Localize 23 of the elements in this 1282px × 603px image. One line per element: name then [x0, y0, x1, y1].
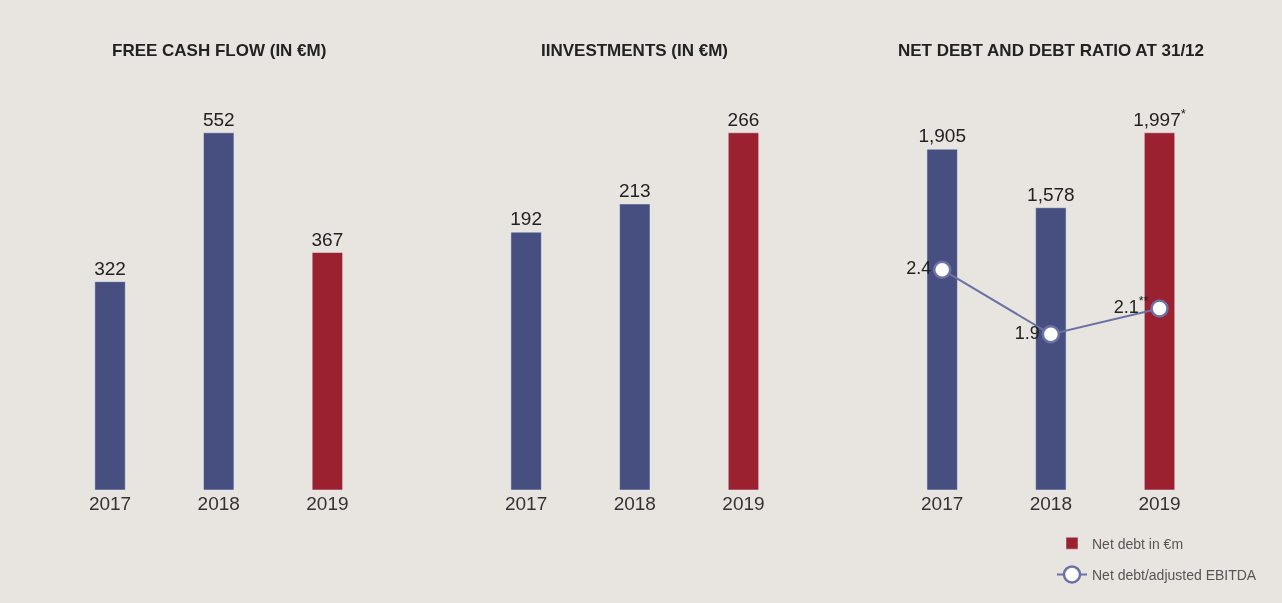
- data-label: 213: [618, 179, 651, 201]
- x-tick-label: 2017: [921, 493, 964, 514]
- data-label: 1,997$^{*}$: [1133, 105, 1186, 130]
- data-label: 552: [202, 108, 235, 130]
- legend-label: Net debt in €m: [1092, 535, 1184, 552]
- data-label: 192: [510, 208, 542, 230]
- chart-title: NET DEBT AND DEBT RATIO AT 31/12: [898, 41, 1205, 60]
- data-label: 1,578: [1027, 183, 1075, 205]
- x-tick-label: 2018: [1029, 493, 1072, 514]
- legend-label: Net debt/adjusted EBITDA: [1092, 566, 1257, 583]
- chart-title: IINVESTMENTS (IN €M): [541, 41, 729, 60]
- x-tick-label: 2018: [613, 493, 656, 514]
- x-tick-label: 2019: [1138, 493, 1181, 514]
- data-label: 1,905: [918, 125, 966, 147]
- x-tick-label: 2018: [197, 493, 240, 514]
- x-tick-label: 2017: [504, 493, 548, 514]
- chart-title: FREE CASH FLOW (IN €M): [112, 41, 327, 60]
- x-tick-label: 2019: [722, 493, 765, 514]
- data-label: 367: [311, 228, 344, 250]
- x-tick-label: 2019: [306, 493, 349, 514]
- x-tick-label: 2017: [88, 493, 132, 514]
- data-label: 266: [727, 108, 760, 130]
- data-label: 322: [94, 257, 126, 279]
